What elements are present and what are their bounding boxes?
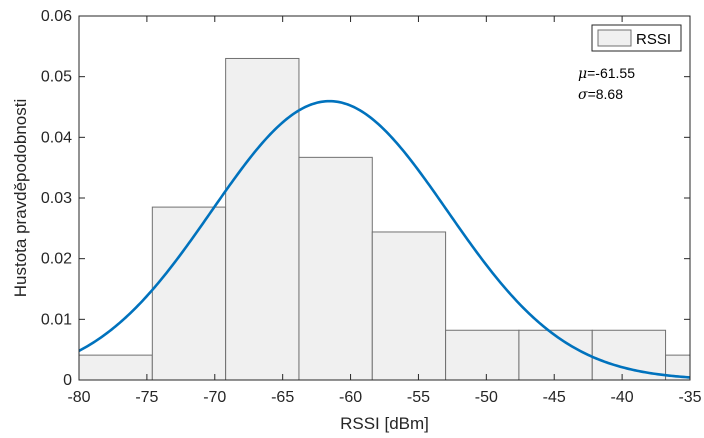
- y-tick-label: 0: [63, 372, 72, 389]
- x-axis-label: RSSI [dBm]: [340, 414, 429, 433]
- x-tick-label: -55: [407, 389, 430, 406]
- histogram-bars: [79, 57, 690, 380]
- x-tick-label: -70: [203, 389, 226, 406]
- y-tick-label: 0.06: [41, 8, 72, 25]
- x-tick-label: -35: [678, 389, 701, 406]
- y-axis-label: Hustota pravděpodobnosti: [11, 99, 30, 297]
- y-tick-label: 0.03: [41, 190, 72, 207]
- y-tick-labels: 0 0.01 0.02 0.03 0.04 0.05 0.06: [41, 8, 72, 389]
- mu-annotation: μ=-61.55: [578, 65, 635, 82]
- y-tick-label: 0.04: [41, 129, 72, 146]
- histogram-bar-5: [445, 329, 520, 380]
- y-tick-label: 0.02: [41, 251, 72, 268]
- y-tick-label: 0.05: [41, 69, 72, 86]
- legend-swatch-rssi: [597, 29, 632, 47]
- histogram-bar-3: [298, 156, 373, 380]
- x-tick-label: -50: [475, 389, 498, 406]
- histogram-bar-7: [591, 329, 667, 380]
- x-tick-label: -75: [135, 389, 158, 406]
- histogram-bar-1: [151, 206, 227, 380]
- legend-label-rssi: RSSI: [636, 31, 671, 48]
- histogram-bar-2: [225, 57, 300, 380]
- x-tick-label: -45: [543, 389, 566, 406]
- axis-ticks: [78, 15, 691, 381]
- x-tick-label: -60: [339, 389, 362, 406]
- legend: RSSI: [591, 24, 682, 52]
- x-tick-label: -40: [611, 389, 634, 406]
- normal-fit-curve: [79, 99, 690, 379]
- histogram-bar-0: [79, 354, 153, 380]
- y-tick-label: 0.01: [41, 311, 72, 328]
- x-tick-label: -80: [67, 389, 90, 406]
- histogram-bar-6: [518, 329, 593, 380]
- histogram-bar-4: [371, 231, 447, 380]
- x-tick-label: -65: [271, 389, 294, 406]
- sigma-annotation: σ=8.68: [578, 86, 623, 103]
- x-tick-labels: -80 -75 -70 -65 -60 -55 -50 -45 -40 -35: [67, 389, 701, 406]
